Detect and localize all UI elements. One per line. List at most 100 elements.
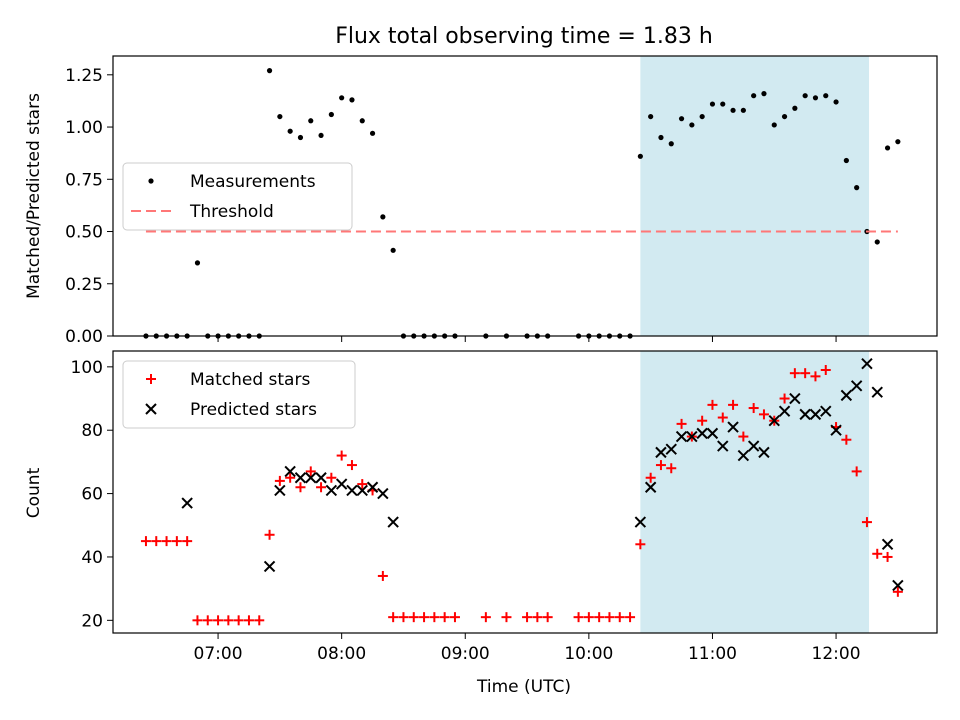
measurement-point [740, 107, 746, 113]
matched-star-point [655, 460, 666, 471]
matched-star-point [346, 460, 357, 471]
predicted-star-point [871, 386, 883, 398]
matched-stars-legend-label: Matched stars [190, 370, 310, 390]
measurement-point [308, 118, 314, 124]
measurement-point [843, 157, 849, 164]
predicted-star-point [850, 380, 863, 392]
matched-starsseries [140, 365, 903, 626]
matched-star-point [388, 612, 399, 623]
matched-star-point [161, 536, 172, 547]
measurement-point [812, 95, 819, 101]
matched-star-point [861, 517, 872, 528]
matched-star-point [243, 615, 254, 626]
predicted-star-point [737, 449, 750, 462]
predicted-starsseries [181, 357, 904, 592]
measurement-point [689, 122, 695, 128]
predicted-star-point [696, 427, 708, 440]
matched-star-point [789, 368, 800, 379]
measurement-point [380, 214, 386, 220]
matched-star-point [717, 412, 728, 423]
matched-star-point [398, 612, 409, 623]
x-tick-label: 11:00 [688, 644, 737, 664]
matched-star-point [429, 612, 440, 623]
matched-star-point [707, 399, 718, 410]
measurement-point [349, 97, 355, 103]
predicted-star-point [665, 443, 677, 455]
predicted-star-point [644, 481, 657, 493]
measurement-point [194, 260, 201, 266]
matched-star-point [532, 612, 543, 623]
matched-star-point [326, 472, 337, 483]
x-tick-label: 09:00 [441, 644, 490, 664]
plot-frame [112, 350, 938, 634]
x-axis-label: Time (UTC) [476, 677, 571, 697]
matched-star-point [377, 570, 388, 581]
measurement-point [771, 122, 777, 128]
measurement-point [730, 107, 736, 113]
matched-star-point [254, 615, 265, 626]
predicted-star-point [387, 516, 399, 528]
top-legend: Measurements Threshold [122, 162, 353, 231]
matched-star-point [480, 612, 491, 623]
bottom-panel: 20 40 60 80 100 07:00 08:00 09:00 10:00 11:00 12:0… [71, 350, 938, 664]
matched-star-point [758, 409, 769, 420]
predicted-star-point [346, 484, 358, 497]
predicted-star-point [356, 484, 368, 497]
chart-title: Flux total observing time = 1.83 h [335, 24, 713, 49]
matched-star-point [357, 479, 368, 490]
measurement-point [709, 101, 716, 107]
matched-star-point [625, 612, 636, 623]
measurement-point [720, 101, 726, 107]
matched-star-point [697, 415, 708, 426]
measurement-point [751, 93, 757, 99]
matched-star-point [182, 536, 193, 547]
predicted-star-point [325, 484, 338, 497]
matched-star-point [140, 536, 151, 547]
predicted-star-point [747, 440, 760, 452]
predicted-star-point [655, 446, 667, 459]
predicted-star-point [706, 427, 719, 440]
matched-star-point [408, 612, 419, 623]
matched-star-point [604, 612, 615, 623]
predicted-star-point [335, 478, 348, 490]
predicted-star-point [634, 516, 647, 528]
y-tick-label: 40 [81, 548, 103, 568]
predicted-star-point [892, 579, 904, 592]
matched-star-point [285, 472, 296, 483]
predicted-star-point [274, 484, 286, 497]
measurement-point [266, 68, 273, 74]
measurement-point [895, 139, 901, 145]
measurements-legend-label: Measurements [190, 172, 316, 192]
matched-star-point [851, 466, 862, 477]
predicted-star-point [377, 487, 389, 500]
predicted-star-point [809, 408, 822, 421]
measurement-point [658, 134, 664, 141]
matched-star-point [583, 612, 594, 623]
predicted-star-point [820, 405, 832, 417]
y-tick-label: 0.50 [65, 223, 103, 243]
measurement-point [874, 239, 880, 245]
measurement-point [792, 105, 798, 111]
predicted-star-point [284, 465, 296, 478]
y-tick-label: 0.00 [65, 327, 103, 347]
predicted-star-point [294, 472, 307, 484]
predicted-star-point [830, 424, 842, 436]
measurement-point [854, 185, 860, 191]
y-tick-label: 0.75 [65, 170, 103, 190]
predicted-star-point [366, 481, 379, 493]
matched-star-point [316, 482, 327, 493]
measurement-point [884, 145, 891, 151]
matched-star-point [872, 548, 883, 559]
shaded-interval [640, 351, 870, 633]
matched-star-point [439, 612, 450, 623]
matched-stars-legend-marker [146, 374, 156, 384]
predicted-star-point [686, 430, 698, 443]
x-tick-label: 10:00 [564, 644, 613, 664]
measurement-point [823, 93, 829, 99]
measurement-point [339, 95, 345, 101]
shaded-interval [640, 56, 870, 336]
predicted-star-point [881, 538, 894, 550]
matched-star-point [779, 393, 790, 404]
predicted-stars-legend-marker [145, 403, 157, 415]
